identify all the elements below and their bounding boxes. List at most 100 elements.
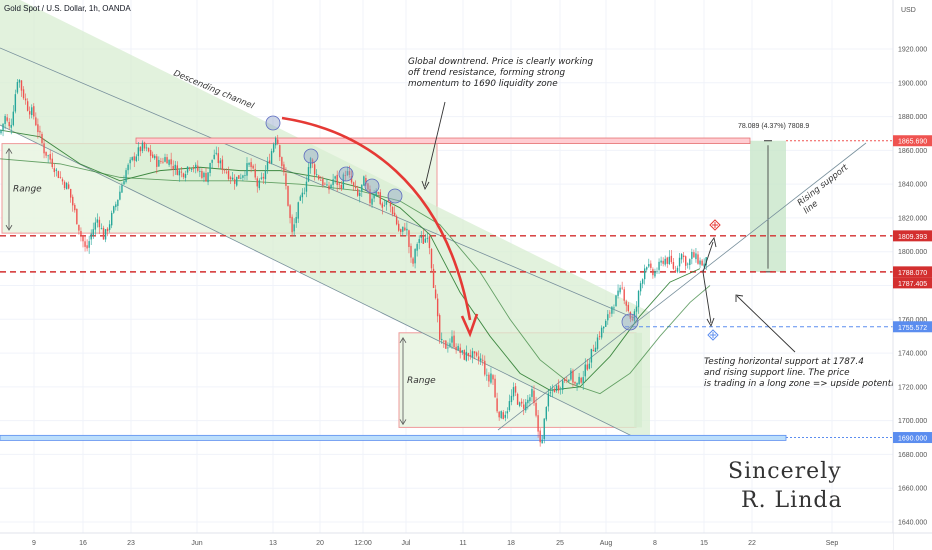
candle-up (12, 111, 14, 126)
candle-up (703, 263, 705, 267)
candle-down (320, 179, 322, 181)
candle-down (70, 188, 72, 198)
candle-down (80, 231, 82, 236)
candle-up (656, 271, 658, 273)
candle-down (422, 236, 424, 244)
candle-up (568, 379, 570, 382)
candle-down (354, 185, 357, 189)
candle-up (2, 123, 4, 131)
candle-up (637, 290, 640, 308)
candle-down (398, 223, 400, 231)
candle-down (82, 235, 84, 242)
candle-up (551, 389, 554, 391)
projection-down-arrow (702, 271, 712, 324)
candle-up (137, 147, 140, 157)
candle-down (59, 176, 62, 178)
candle-down (621, 287, 623, 289)
candles-layer (0, 78, 707, 447)
candle-up (402, 226, 404, 232)
candle-down (365, 177, 367, 185)
candle-down (223, 169, 226, 171)
candle-down (98, 219, 101, 228)
candle-down (336, 174, 338, 186)
price-tick-label: 1820.000 (898, 215, 927, 222)
price-tick-label: 1880.000 (898, 114, 927, 121)
candle-up (471, 351, 474, 358)
resistance-band (135, 137, 751, 145)
candle-up (416, 244, 418, 251)
candle-down (49, 154, 51, 160)
time-tick-label: Sep (826, 540, 839, 547)
candle-up (658, 261, 660, 270)
candle-up (207, 172, 209, 183)
candle-down (492, 375, 494, 380)
note-pointer-line (736, 295, 796, 353)
candle-down (182, 173, 185, 178)
candle-down (598, 336, 601, 337)
candle-up (135, 156, 137, 162)
candle-down (395, 216, 398, 225)
candle-down (238, 175, 240, 179)
candle-up (635, 306, 638, 312)
candle-down (521, 401, 523, 404)
candle-up (301, 192, 304, 198)
time-tick-label: 8 (653, 540, 657, 547)
candle-down (367, 183, 369, 190)
candle-down (152, 154, 154, 158)
candle-down (404, 227, 406, 231)
candle-down (631, 318, 634, 320)
candle-down (26, 101, 29, 111)
candle-down (467, 352, 470, 357)
time-tick-label: 12:00 (354, 540, 372, 547)
candle-down (697, 254, 699, 264)
downtrend-arrow (281, 116, 472, 321)
candle-up (94, 222, 96, 230)
candle-up (584, 364, 586, 377)
candle-down (20, 80, 23, 91)
candle-down (252, 165, 254, 169)
level-tag-label: 1690.000 (898, 436, 927, 443)
candle-up (383, 205, 386, 207)
candle-up (258, 180, 260, 189)
candle-up (65, 182, 68, 190)
candle-up (506, 411, 509, 414)
candle-down (623, 289, 625, 301)
price-tick-label: 1700.000 (898, 418, 927, 425)
price-tick-label: 1920.000 (898, 47, 927, 54)
candle-down (43, 143, 45, 154)
candle-up (639, 283, 642, 292)
candle-down (39, 130, 41, 133)
price-tick-label: 1740.000 (898, 351, 927, 358)
candle-down (463, 350, 465, 360)
candle-up (490, 373, 492, 383)
candle-down (348, 171, 351, 175)
candle-down (227, 170, 230, 179)
candle-down (57, 171, 60, 179)
candle-up (582, 377, 584, 384)
candle-up (141, 142, 144, 151)
candle-up (615, 295, 617, 307)
range-arrow-head (399, 337, 407, 344)
level-tag-bg (893, 230, 932, 242)
candle-up (648, 264, 650, 267)
note-pointer-head (421, 180, 430, 191)
candle-down (514, 386, 517, 393)
range-arrow-head (5, 147, 13, 154)
candle-down (291, 216, 293, 233)
range-arrow-head (5, 224, 13, 231)
candle-up (607, 314, 609, 321)
candle-up (334, 176, 336, 179)
candle-up (213, 154, 215, 160)
candle-up (260, 177, 263, 179)
candle-down (682, 255, 685, 258)
candle-up (203, 172, 205, 178)
candle-up (687, 263, 689, 265)
touch-circle-marker (338, 166, 354, 182)
measure-label: 78.089 (4.37%) 7808.9 (738, 123, 809, 130)
candle-up (617, 290, 619, 296)
candle-up (326, 184, 328, 186)
candle-down (160, 161, 162, 162)
candle-down (149, 150, 152, 156)
moving-averages-layer (0, 129, 711, 395)
